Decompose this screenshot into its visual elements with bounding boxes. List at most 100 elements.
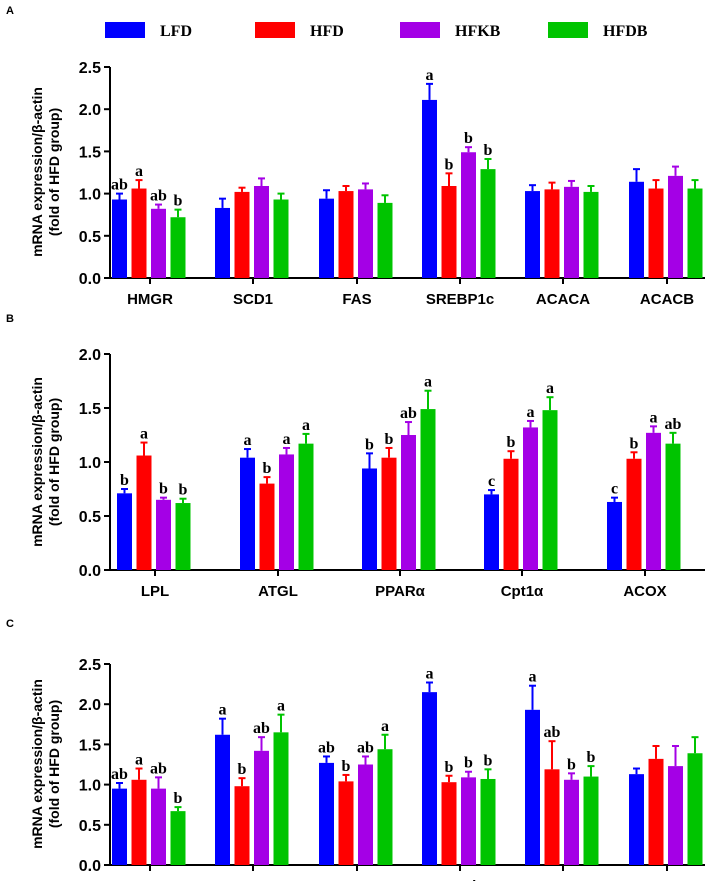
significance-letter: ab [318, 739, 335, 756]
bar-hfdb [480, 169, 496, 278]
y-tick-label: 0.5 [79, 229, 101, 246]
significance-letter: ab [253, 720, 270, 737]
bar-hfkb [401, 435, 416, 570]
y-axis-label: (fold of HFD group) [46, 398, 62, 526]
significance-letter: b [159, 481, 168, 498]
legend-swatch-hfdb [548, 22, 588, 38]
panel-label: B [6, 313, 14, 325]
bar-hfkb [668, 766, 683, 865]
y-tick-label: 1.5 [79, 401, 101, 418]
significance-letter: b [174, 790, 183, 807]
bar-hfdb [542, 410, 558, 570]
y-axis-label: mRNA expression/β-actin [29, 377, 45, 547]
bar-lfd [112, 199, 127, 278]
significance-letter: ab [400, 405, 417, 422]
significance-letter: c [488, 473, 495, 490]
x-tick-label: ATGL [258, 583, 298, 600]
y-tick-label: 1.0 [79, 778, 101, 795]
bar-hfd [338, 781, 354, 865]
significance-letter: a [426, 665, 434, 682]
legend-swatch-hfd [255, 22, 295, 38]
bar-lfd [422, 692, 437, 865]
significance-letter: b [445, 156, 454, 173]
bar-hfd [234, 786, 250, 865]
bar-lfd [629, 774, 644, 865]
significance-letter: b [507, 434, 516, 451]
bar-hfdb [583, 776, 599, 865]
bar-lfd [525, 709, 540, 865]
bar-hfkb [461, 152, 476, 278]
bar-lfd [629, 181, 644, 278]
significance-letter: b [464, 755, 473, 772]
bar-hfd [381, 457, 397, 570]
y-axis-label: mRNA expression/β-actin [29, 679, 45, 849]
bar-hfkb [254, 750, 269, 865]
bar-lfd [215, 207, 230, 278]
bar-hfdb [377, 749, 393, 865]
bar-hfd [131, 188, 147, 278]
significance-letter: ab [150, 760, 167, 777]
significance-letter: b [238, 761, 247, 778]
bar-lfd [422, 99, 437, 278]
significance-letter: ab [111, 177, 128, 194]
bar-hfdb [583, 191, 599, 278]
bar-hfd [544, 189, 560, 278]
significance-letter: ab [544, 724, 561, 741]
significance-letter: ab [357, 739, 374, 756]
legend-swatch-lfd [105, 22, 145, 38]
bar-hfdb [273, 199, 289, 278]
x-tick-label: SCD1 [233, 291, 273, 308]
x-tick-label: ACOX [623, 583, 666, 600]
bar-hfkb [523, 427, 538, 570]
y-tick-label: 0.0 [79, 563, 101, 580]
significance-letter: ab [665, 416, 682, 433]
bar-lfd [319, 198, 334, 278]
bar-hfkb [358, 764, 373, 865]
significance-letter: b [630, 435, 639, 452]
significance-letter: a [283, 431, 291, 448]
y-tick-label: 2.0 [79, 102, 101, 119]
y-tick-label: 0.5 [79, 818, 101, 835]
bar-lfd [362, 468, 377, 570]
y-axis-label: mRNA expression/β-actin [29, 87, 45, 257]
significance-letter: a [302, 417, 310, 434]
panel-label: C [6, 618, 14, 630]
bar-hfkb [461, 777, 476, 865]
significance-letter: a [424, 374, 432, 391]
significance-letter: b [445, 759, 454, 776]
bar-hfdb [298, 443, 314, 570]
y-tick-label: 2.5 [79, 657, 101, 674]
bar-hfd [131, 779, 147, 865]
bar-hfkb [156, 499, 171, 570]
bar-hfdb [665, 443, 681, 570]
legend-label-lfd: LFD [160, 23, 192, 40]
significance-letter: a [277, 698, 285, 715]
bar-hfd [136, 455, 152, 570]
x-tick-label: SREBP1c [426, 291, 494, 308]
bar-hfkb [254, 186, 269, 278]
bar-hfdb [273, 732, 289, 865]
x-tick-label: PPARα [375, 583, 426, 600]
bar-hfd [441, 782, 457, 865]
bar-hfd [441, 186, 457, 278]
y-tick-label: 1.5 [79, 144, 101, 161]
bar-hfd [648, 758, 664, 865]
significance-letter: ab [111, 766, 128, 783]
y-tick-label: 0.0 [79, 858, 101, 875]
y-tick-label: 0.0 [79, 271, 101, 288]
significance-letter: b [484, 142, 493, 159]
bar-hfd [503, 458, 519, 570]
legend-label-hfd: HFD [310, 23, 344, 40]
significance-letter: b [567, 756, 576, 773]
y-tick-label: 1.0 [79, 455, 101, 472]
legend-label-hfkb: HFKB [455, 23, 501, 40]
bar-hfdb [170, 811, 186, 865]
bar-hfd [259, 483, 275, 570]
bar-hfdb [687, 753, 703, 865]
significance-letter: a [244, 432, 252, 449]
significance-letter: a [529, 669, 537, 686]
significance-letter: b [587, 749, 596, 766]
bar-hfkb [279, 454, 294, 570]
y-tick-label: 1.0 [79, 187, 101, 204]
